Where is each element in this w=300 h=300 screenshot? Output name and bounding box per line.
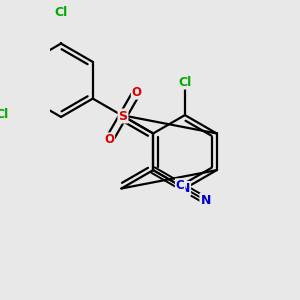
Text: Cl: Cl [0, 108, 9, 121]
Text: Cl: Cl [178, 76, 192, 88]
Text: S: S [118, 110, 127, 122]
Text: O: O [104, 134, 114, 146]
Text: C: C [176, 179, 184, 192]
Text: Cl: Cl [54, 6, 68, 19]
Text: N: N [180, 182, 190, 195]
Text: N: N [200, 194, 211, 207]
Text: O: O [132, 86, 142, 99]
